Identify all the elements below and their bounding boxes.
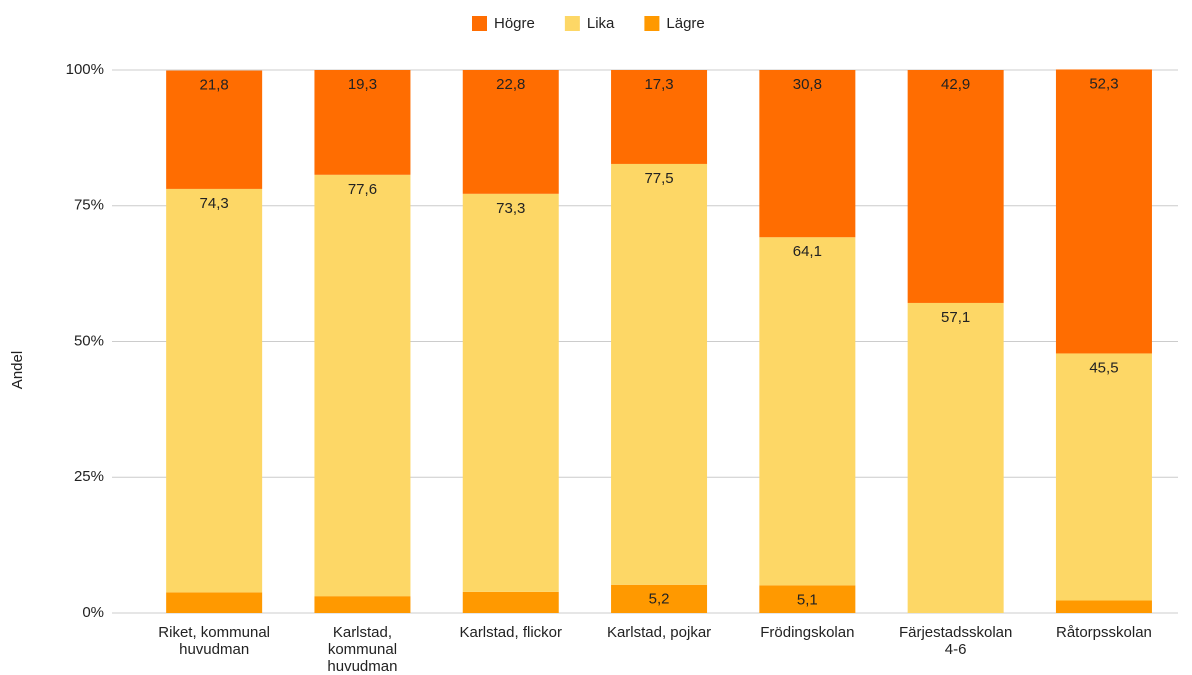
bar-segment bbox=[314, 596, 411, 613]
legend-swatch bbox=[564, 16, 580, 31]
legend-swatch bbox=[472, 16, 487, 31]
data-label: 22,8 bbox=[496, 76, 525, 93]
bar-segment bbox=[611, 163, 708, 585]
bar-segment bbox=[314, 70, 411, 175]
data-label: 5,1 bbox=[797, 591, 818, 608]
bar-segment bbox=[907, 70, 1004, 303]
data-label: 73,3 bbox=[496, 200, 525, 217]
y-axis-title: Andel bbox=[9, 351, 26, 389]
x-tick-label: Färjestadsskolan 4-6 bbox=[899, 624, 1012, 658]
data-label: 21,8 bbox=[200, 77, 229, 94]
x-tick-label: Karlstad, kommunal huvudman bbox=[327, 624, 397, 675]
data-label: 77,5 bbox=[644, 170, 673, 187]
y-tick-label: 25% bbox=[74, 468, 104, 485]
y-tick-label: 100% bbox=[66, 61, 104, 78]
bar-segment bbox=[759, 237, 856, 586]
bar-segment bbox=[1055, 600, 1152, 613]
bar-segment bbox=[166, 592, 263, 613]
legend-label: Högre bbox=[494, 15, 535, 32]
bar-segment bbox=[759, 585, 856, 613]
bar-segment bbox=[1055, 69, 1152, 354]
x-tick-label: Karlstad, pojkar bbox=[607, 624, 711, 641]
bar-segment bbox=[166, 70, 263, 189]
data-label: 45,5 bbox=[1089, 359, 1118, 376]
y-tick-label: 50% bbox=[74, 332, 104, 349]
bar-segment bbox=[611, 584, 708, 613]
data-label: 19,3 bbox=[348, 76, 377, 93]
bar-segment bbox=[907, 302, 1004, 613]
data-label: 52,3 bbox=[1089, 75, 1118, 92]
data-label: 42,9 bbox=[941, 76, 970, 93]
data-label: 30,8 bbox=[793, 76, 822, 93]
legend-label: Lika bbox=[587, 15, 615, 32]
legend-swatch bbox=[644, 16, 660, 31]
x-tick-label: Frödingskolan bbox=[760, 624, 854, 641]
x-tick-label: Riket, kommunal huvudman bbox=[158, 624, 270, 658]
bar-segment bbox=[462, 193, 559, 592]
data-label: 74,3 bbox=[200, 195, 229, 212]
legend-label: Lägre bbox=[666, 15, 704, 32]
data-label: 17,3 bbox=[644, 76, 673, 93]
y-tick-label: 75% bbox=[74, 197, 104, 214]
data-label: 5,2 bbox=[649, 591, 670, 608]
bar-segment bbox=[314, 174, 411, 597]
bar-segment bbox=[462, 591, 559, 613]
bar-segment bbox=[1055, 353, 1152, 601]
data-label: 77,6 bbox=[348, 181, 377, 198]
bar-segment bbox=[462, 70, 559, 194]
data-label: 57,1 bbox=[941, 309, 970, 326]
y-tick-label: 0% bbox=[82, 604, 104, 621]
bar-segment bbox=[611, 70, 708, 164]
bar-segment bbox=[759, 70, 856, 238]
x-tick-label: Karlstad, flickor bbox=[459, 624, 562, 641]
data-label: 64,1 bbox=[793, 243, 822, 260]
x-tick-label: Råtorpsskolan bbox=[1056, 624, 1152, 641]
bar-segment bbox=[166, 188, 263, 593]
